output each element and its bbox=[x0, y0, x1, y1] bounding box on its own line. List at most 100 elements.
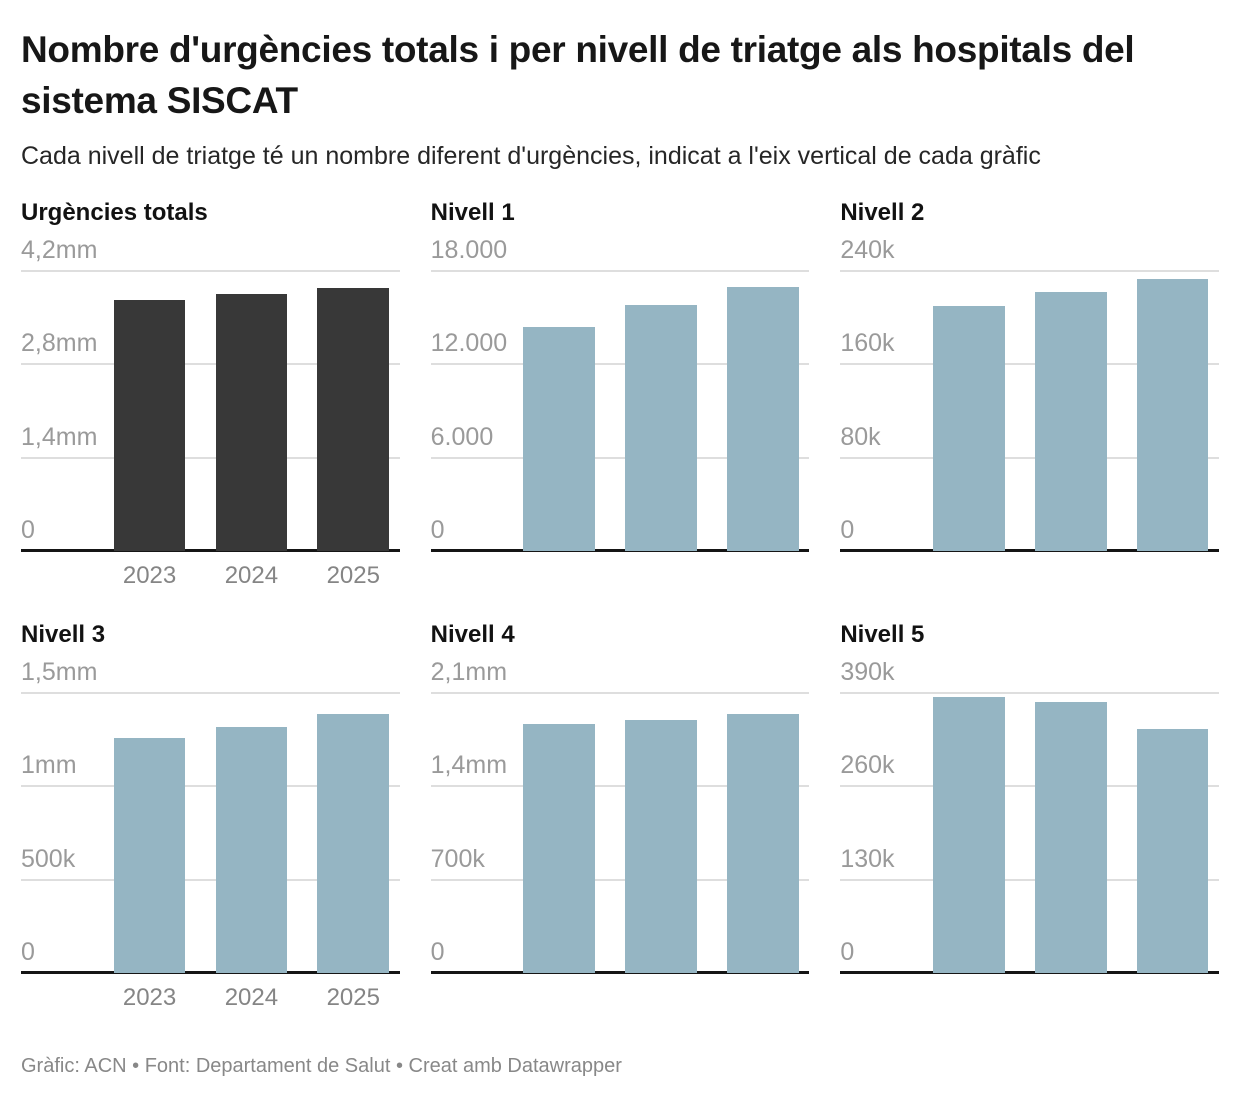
bar-2023 bbox=[523, 327, 595, 552]
x-tick-label: 2024 bbox=[224, 984, 279, 1012]
x-axis-labels: 2023 2024 2025 bbox=[21, 973, 400, 1017]
y-tick-label: 260k bbox=[840, 751, 895, 780]
bar-2024 bbox=[215, 293, 288, 552]
panel-title: Nivell 5 bbox=[840, 621, 925, 649]
x-tick-label bbox=[1035, 985, 1107, 1017]
x-tick-label bbox=[1035, 563, 1107, 595]
x-tick-label: 2025 bbox=[326, 562, 380, 590]
y-tick-label: 1mm bbox=[21, 751, 77, 780]
plot-area: 390k 260k 130k 0 bbox=[840, 660, 1219, 975]
x-axis-labels bbox=[840, 551, 1219, 595]
y-tick-label: 0 bbox=[21, 938, 35, 967]
y-tick-label: 160k bbox=[840, 329, 895, 358]
gridline bbox=[840, 270, 1219, 273]
x-tick-label bbox=[933, 985, 1005, 1017]
chart-panel-urgencies-totals: Urgències totals 4,2mm 2,8mm 1,4mm 0 2023 20… bbox=[21, 199, 400, 595]
gridline bbox=[21, 270, 400, 273]
bar-2025 bbox=[727, 286, 799, 552]
gridline bbox=[21, 785, 400, 788]
y-tick-label: 0 bbox=[430, 516, 445, 545]
bars-group bbox=[933, 693, 1209, 974]
bars-group bbox=[113, 693, 390, 974]
source-credit-line: Gràfic: ACN • Font: Departament de Salut… bbox=[21, 1055, 622, 1078]
x-axis-line bbox=[21, 549, 400, 553]
y-tick-label: 12.000 bbox=[430, 329, 508, 358]
x-tick-label: 2023 bbox=[122, 562, 177, 590]
y-tick-label: 240k bbox=[840, 236, 895, 265]
bar-2025 bbox=[1136, 279, 1209, 552]
bars-group bbox=[523, 271, 799, 552]
chart-panel-nivell-4: Nivell 4 2,1mm 1,4mm 700k 0 bbox=[430, 621, 810, 1017]
gridline bbox=[430, 270, 810, 273]
bar-2023 bbox=[933, 306, 1005, 552]
gridline bbox=[840, 785, 1219, 788]
gridline bbox=[21, 878, 400, 881]
y-tick-label: 6.000 bbox=[430, 422, 494, 451]
gridline bbox=[840, 456, 1219, 459]
gridline bbox=[430, 692, 810, 695]
x-tick-label: 2023 bbox=[122, 984, 177, 1012]
gridline bbox=[430, 878, 810, 881]
y-tick-label: 130k bbox=[840, 844, 895, 873]
bars-group bbox=[113, 271, 390, 552]
y-tick-label: 700k bbox=[430, 844, 485, 873]
y-tick-label: 1,4mm bbox=[430, 751, 508, 780]
bar-2024 bbox=[1034, 292, 1107, 552]
x-tick-label bbox=[625, 563, 697, 595]
panel-title: Nivell 2 bbox=[840, 199, 925, 227]
x-axis-line bbox=[840, 549, 1219, 553]
y-tick-label: 390k bbox=[840, 658, 895, 687]
y-tick-label: 4,2mm bbox=[21, 236, 98, 265]
y-tick-label: 0 bbox=[840, 938, 855, 967]
y-tick-label: 18.000 bbox=[430, 236, 508, 265]
x-axis-labels bbox=[840, 973, 1219, 1017]
y-tick-label: 0 bbox=[840, 516, 855, 545]
x-tick-label bbox=[727, 563, 799, 595]
bar-2023 bbox=[113, 737, 186, 974]
plot-area: 18.000 12.000 6.000 0 bbox=[430, 238, 810, 553]
chart-panel-nivell-5: Nivell 5 390k 260k 130k 0 bbox=[840, 621, 1219, 1017]
bar-2024 bbox=[625, 719, 697, 974]
plot-area: 240k 160k 80k 0 bbox=[840, 238, 1219, 553]
x-tick-label: 2024 bbox=[224, 562, 279, 590]
small-multiples-grid: Urgències totals 4,2mm 2,8mm 1,4mm 0 2023 20… bbox=[21, 199, 1219, 1017]
x-tick-label bbox=[625, 985, 697, 1017]
x-tick-label bbox=[523, 563, 595, 595]
y-tick-label: 1,5mm bbox=[21, 658, 98, 687]
chart-panel-nivell-3: Nivell 3 1,5mm 1mm 500k 0 2023 2024 2025 bbox=[21, 621, 400, 1017]
x-axis-line bbox=[21, 971, 400, 975]
panel-title: Urgències totals bbox=[21, 199, 208, 227]
bar-2023 bbox=[523, 723, 595, 974]
page-title: Nombre d'urgències totals i per nivell d… bbox=[21, 29, 1135, 122]
x-tick-label bbox=[1137, 985, 1209, 1017]
plot-area: 4,2mm 2,8mm 1,4mm 0 bbox=[21, 238, 400, 553]
bar-2025 bbox=[1136, 729, 1209, 974]
bars-group bbox=[523, 693, 799, 974]
x-axis-line bbox=[430, 971, 810, 975]
bar-2025 bbox=[317, 288, 390, 552]
x-axis-labels bbox=[431, 551, 810, 595]
chart-panel-nivell-2: Nivell 2 240k 160k 80k 0 bbox=[840, 199, 1219, 595]
gridline bbox=[430, 785, 810, 788]
page-subtitle: Cada nivell de triatge té un nombre dife… bbox=[21, 142, 1041, 171]
x-tick-label bbox=[933, 563, 1005, 595]
gridline bbox=[840, 878, 1219, 881]
bar-2024 bbox=[1034, 701, 1107, 974]
plot-area: 2,1mm 1,4mm 700k 0 bbox=[430, 660, 810, 975]
y-tick-label: 2,1mm bbox=[430, 658, 508, 687]
x-tick-label bbox=[523, 985, 595, 1017]
panel-title: Nivell 4 bbox=[430, 621, 515, 649]
panel-title: Nivell 1 bbox=[430, 199, 515, 227]
gridline bbox=[21, 456, 400, 459]
bar-2024 bbox=[625, 305, 697, 552]
bar-2025 bbox=[317, 713, 390, 974]
y-tick-label: 500k bbox=[21, 844, 76, 873]
y-tick-label: 0 bbox=[430, 938, 445, 967]
x-tick-label bbox=[1137, 563, 1209, 595]
y-tick-label: 0 bbox=[21, 516, 35, 545]
gridline bbox=[21, 363, 400, 366]
bar-2025 bbox=[727, 714, 799, 974]
gridline bbox=[430, 363, 810, 366]
y-tick-label: 80k bbox=[840, 422, 881, 451]
chart-panel-nivell-1: Nivell 1 18.000 12.000 6.000 0 bbox=[430, 199, 810, 595]
